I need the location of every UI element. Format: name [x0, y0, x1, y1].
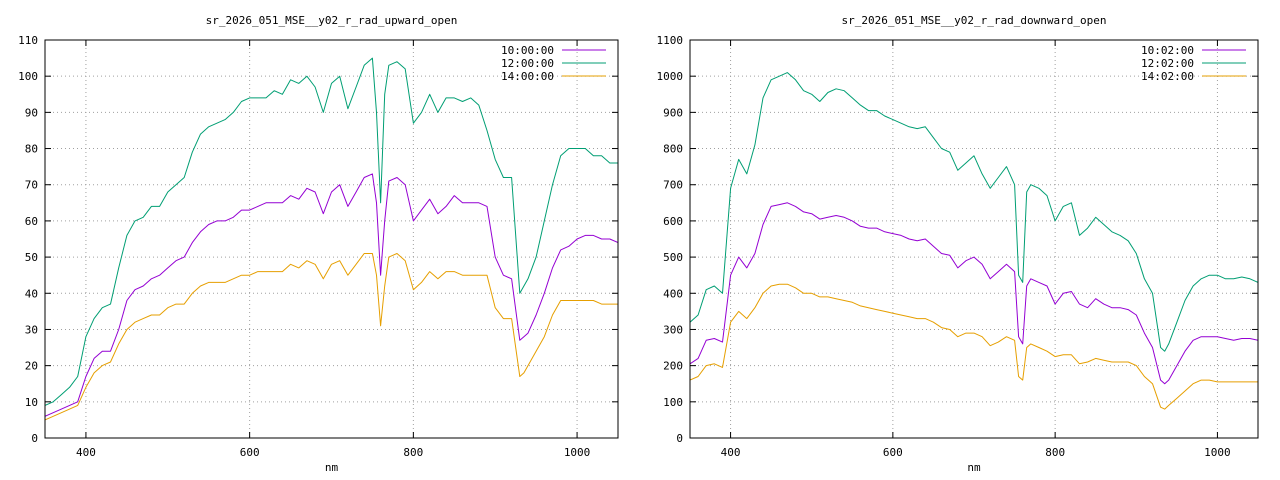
chart-title: sr_2026_051_MSE__y02_r_rad_downward_open	[842, 14, 1107, 27]
y-tick-label: 400	[663, 287, 683, 300]
y-tick-label: 20	[25, 360, 38, 373]
legend-label: 10:00:00	[501, 44, 554, 57]
y-tick-label: 0	[676, 432, 683, 445]
series-line-2	[45, 57, 618, 406]
chart-panel-2: sr_2026_051_MSE__y02_r_rad_downward_open…	[657, 14, 1259, 474]
x-tick-label: 400	[76, 446, 96, 459]
y-tick-label: 10	[25, 396, 38, 409]
legend-label: 12:02:00	[1141, 57, 1194, 70]
y-tick-label: 100	[18, 70, 38, 83]
y-tick-label: 0	[31, 432, 38, 445]
legend-label: 14:00:00	[501, 70, 554, 83]
x-axis-label: nm	[325, 461, 339, 474]
x-tick-label: 1000	[564, 446, 591, 459]
chart-title: sr_2026_051_MSE__y02_r_rad_upward_open	[206, 14, 458, 27]
y-tick-label: 70	[25, 179, 38, 192]
y-tick-label: 40	[25, 287, 38, 300]
x-tick-label: 1000	[1204, 446, 1231, 459]
y-tick-label: 200	[663, 360, 683, 373]
legend-label: 14:02:00	[1141, 70, 1194, 83]
chart-panel-1: sr_2026_051_MSE__y02_r_rad_upward_open 40…	[18, 14, 619, 474]
y-tick-label: 800	[663, 143, 683, 156]
series-line-2	[690, 72, 1258, 352]
y-tick-label: 500	[663, 251, 683, 264]
x-tick-label: 600	[240, 446, 260, 459]
x-tick-label: 600	[883, 446, 903, 459]
x-tick-label: 400	[721, 446, 741, 459]
x-tick-label: 800	[1045, 446, 1065, 459]
x-tick-label: 800	[403, 446, 423, 459]
legend-label: 10:02:00	[1141, 44, 1194, 57]
legend-label: 12:00:00	[501, 57, 554, 70]
y-tick-label: 1000	[657, 70, 684, 83]
y-tick-label: 900	[663, 106, 683, 119]
series-line-3	[45, 253, 618, 421]
y-tick-label: 90	[25, 106, 38, 119]
y-tick-label: 30	[25, 323, 38, 336]
plot-border	[689, 39, 1259, 439]
series-line-1	[45, 173, 618, 417]
plot-border	[44, 39, 619, 439]
y-tick-label: 600	[663, 215, 683, 228]
y-tick-label: 700	[663, 179, 683, 192]
plot-area	[45, 57, 618, 421]
y-tick-label: 50	[25, 251, 38, 264]
y-tick-label: 110	[18, 34, 38, 47]
x-axis-label: nm	[967, 461, 981, 474]
y-tick-label: 300	[663, 323, 683, 336]
plot-area	[690, 72, 1258, 410]
y-tick-label: 80	[25, 143, 38, 156]
y-tick-label: 1100	[657, 34, 684, 47]
y-tick-label: 60	[25, 215, 38, 228]
series-line-3	[690, 283, 1258, 410]
series-line-1	[690, 202, 1258, 385]
y-tick-label: 100	[663, 396, 683, 409]
